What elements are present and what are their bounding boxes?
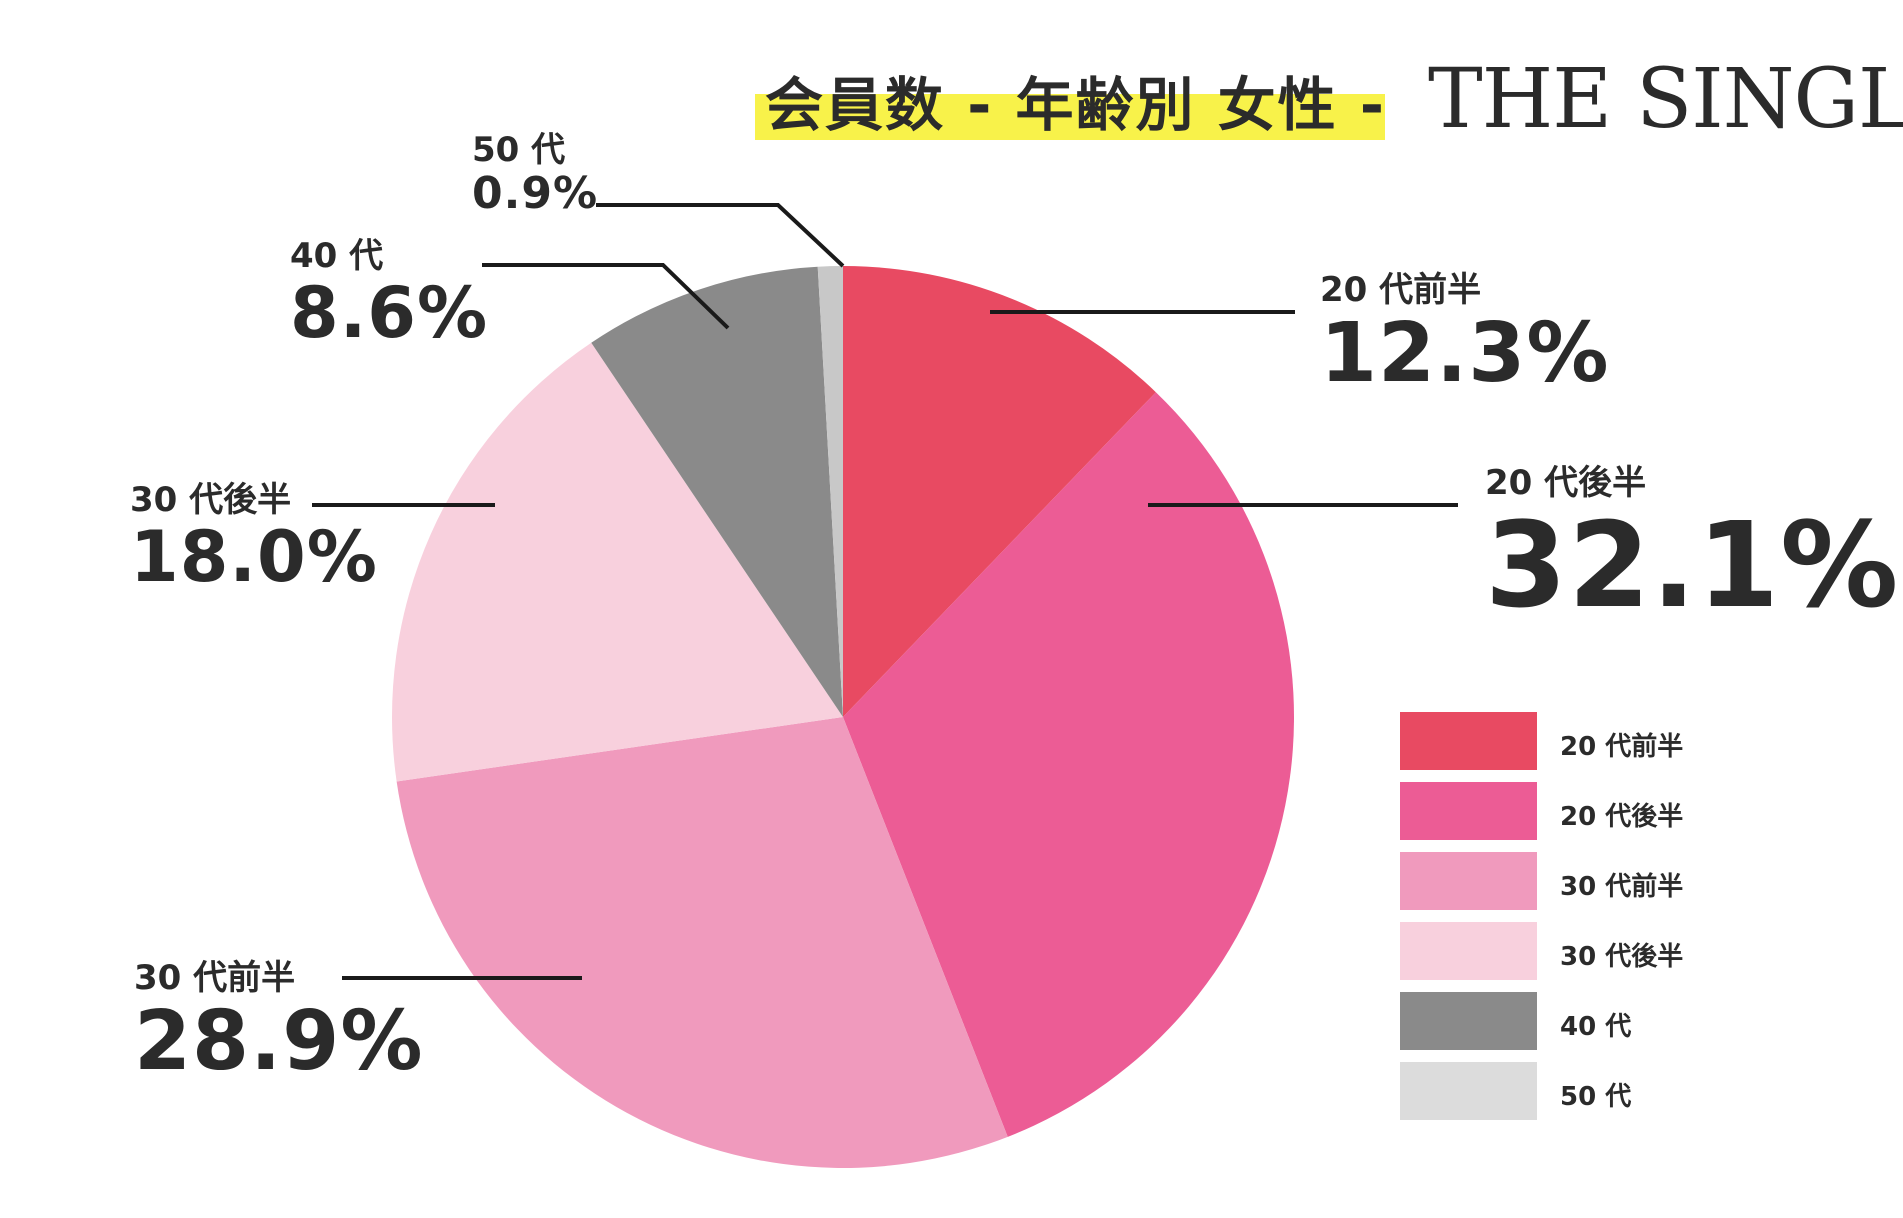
legend-label: 20 代前半 (1560, 732, 1684, 762)
slice-callout: 40 代 8.6% (290, 228, 488, 351)
legend-label: 40 代 (1560, 1012, 1632, 1042)
slice-percentage: 12.3% (1320, 306, 1610, 401)
title-highlight (755, 94, 1385, 140)
pie-slice (843, 266, 1156, 717)
slice-label: 30 代後半 (130, 480, 292, 520)
legend-swatch (1400, 1062, 1537, 1120)
pie-slice (843, 392, 1294, 1137)
slice-label: 50 代 (472, 130, 566, 170)
slice-percentage: 18.0% (130, 516, 378, 598)
slice-callout: 30 代前半 28.9% (134, 950, 423, 1085)
slice-callout: 30 代後半 18.0% (130, 472, 378, 595)
legend-label: 30 代前半 (1560, 872, 1684, 902)
slice-callout: 20 代後半 32.1% (1485, 455, 1899, 628)
pie-slice (817, 266, 843, 717)
slice-label: 20 代前半 (1320, 270, 1482, 310)
pie-slice (396, 717, 1008, 1168)
pie-slice (591, 266, 843, 717)
slice-percentage: 8.6% (290, 272, 489, 354)
chart-title: 会員数 - 年齢別 女性 - (765, 71, 1386, 139)
slice-label: 20 代後半 (1485, 463, 1647, 503)
leader-line (482, 263, 730, 330)
leader-line (596, 203, 845, 268)
slice-percentage: 0.9% (472, 168, 599, 219)
legend-label: 30 代後半 (1560, 942, 1684, 972)
legend-label: 50 代 (1560, 1082, 1632, 1112)
slice-callout: 50 代 0.9% (472, 122, 598, 217)
slice-percentage: 32.1% (1485, 496, 1900, 634)
legend-swatch (1400, 712, 1537, 770)
legend-swatch (1400, 782, 1537, 840)
legend-label: 20 代後半 (1560, 802, 1684, 832)
legend-swatch (1400, 852, 1537, 910)
pie-slice (392, 342, 843, 782)
brand-logo: THE SINGLE (1428, 52, 1903, 147)
slice-callout: 20 代前半 12.3% (1320, 262, 1609, 397)
legend-swatch (1400, 922, 1537, 980)
slice-percentage: 28.9% (134, 994, 424, 1089)
legend-swatch (1400, 992, 1537, 1050)
slice-label: 40 代 (290, 236, 384, 276)
slice-label: 30 代前半 (134, 958, 296, 998)
